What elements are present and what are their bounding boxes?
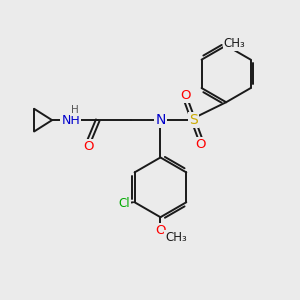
Text: O: O [196,138,206,152]
Text: O: O [181,89,191,102]
Text: CH₃: CH₃ [165,231,187,244]
Text: CH₃: CH₃ [224,38,245,50]
Text: N: N [155,113,166,127]
Text: O: O [155,224,166,237]
Text: NH: NH [61,114,80,127]
Text: S: S [189,113,198,127]
Text: Cl: Cl [118,197,130,210]
Text: O: O [83,140,94,153]
Text: H: H [70,105,78,115]
